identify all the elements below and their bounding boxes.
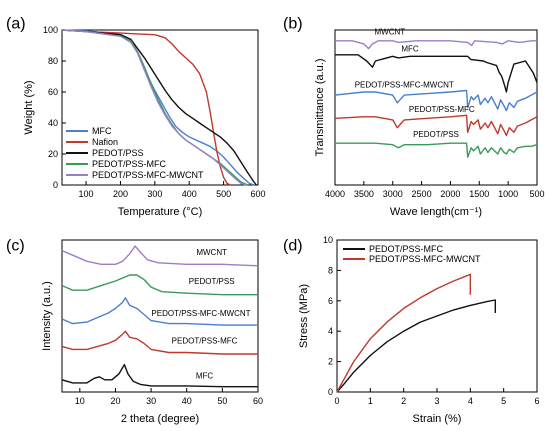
legend-label: Nafion bbox=[92, 137, 118, 147]
plot-frame bbox=[61, 29, 259, 186]
x-tick-label: 500 bbox=[529, 189, 544, 199]
x-tick-label: 300 bbox=[147, 189, 162, 199]
curve-label: PEDOT/PSS-MFC-MWCNT bbox=[355, 80, 454, 89]
x-axis-label: Wave length(cm⁻¹) bbox=[390, 206, 482, 218]
x-tick-label: 50 bbox=[217, 396, 227, 406]
series-line-2 bbox=[61, 297, 258, 326]
x-tick-label: 100 bbox=[79, 189, 94, 199]
series-line-3 bbox=[334, 114, 538, 137]
x-tick-label: 500 bbox=[216, 189, 231, 199]
y-axis-label: Transmittance (a.u.) bbox=[314, 58, 326, 156]
plot-frame bbox=[61, 239, 259, 393]
x-tick-label: 3500 bbox=[354, 189, 374, 199]
curve-label: MWCNT bbox=[196, 248, 227, 257]
x-tick-label: 0 bbox=[334, 396, 339, 406]
y-tick-label: 40 bbox=[48, 118, 58, 128]
curve-label: PEDOT/PSS-MFC bbox=[409, 105, 475, 114]
panel-3: (d) 0 1 2 3 4 5 6 0 2 4 6 8 10 Strain (%) Stress (MPa) P… bbox=[283, 235, 540, 425]
x-tick-label: 400 bbox=[182, 189, 197, 199]
legend-label: PEDOT/PSS-MFC-MWCNT bbox=[369, 254, 481, 264]
x-tick-label: 20 bbox=[110, 396, 120, 406]
series-line-2 bbox=[61, 29, 257, 186]
x-axis-label: Temperature (°C) bbox=[118, 206, 202, 218]
x-tick-label: 10 bbox=[75, 396, 85, 406]
x-tick-label: 1500 bbox=[469, 189, 489, 199]
curve-label: MWCNT bbox=[375, 28, 406, 37]
legend-label: PEDOT/PSS-MFC bbox=[369, 244, 444, 254]
x-tick-label: 3000 bbox=[383, 189, 403, 199]
series-line-4 bbox=[61, 29, 247, 186]
x-tick-label: 30 bbox=[146, 396, 156, 406]
x-tick-label: 200 bbox=[113, 189, 128, 199]
panel-2: (c) 10 20 30 40 50 60 2 theta (degree) Intensity… bbox=[6, 237, 263, 425]
legend-label: PEDOT/PSS bbox=[92, 148, 144, 158]
x-tick-label: 6 bbox=[534, 396, 539, 406]
series-line-1 bbox=[335, 54, 538, 93]
x-tick-label: 1 bbox=[368, 396, 373, 406]
x-tick-label: 3 bbox=[434, 396, 439, 406]
curve-label: MFC bbox=[401, 45, 419, 54]
panel-1: (b) 4000 3500 3000 2500 2000 1500 1000 500 Wave l… bbox=[283, 15, 545, 218]
x-axis-label: 2 theta (degree) bbox=[121, 413, 199, 425]
y-tick-label: 80 bbox=[48, 56, 58, 66]
series-line-1 bbox=[336, 273, 471, 393]
y-tick-label: 8 bbox=[328, 265, 333, 275]
curve-label: PEDOT/PSS-MFC bbox=[172, 336, 238, 345]
x-tick-label: 4000 bbox=[325, 189, 345, 199]
y-tick-label: 2 bbox=[328, 357, 333, 367]
y-tick-label: 10 bbox=[323, 235, 333, 245]
series-line-4 bbox=[335, 142, 538, 158]
curve-label: PEDOT/PSS-MFC-MWCNT bbox=[151, 309, 250, 318]
y-tick-label: 6 bbox=[328, 296, 333, 306]
legend-label: MFC bbox=[92, 126, 112, 136]
curve-label: PEDOT/PSS bbox=[189, 277, 235, 286]
y-tick-label: 20 bbox=[48, 149, 58, 159]
series-line-0 bbox=[61, 245, 259, 267]
y-tick-label: 100 bbox=[43, 25, 58, 35]
y-axis-label: Weight (%) bbox=[23, 80, 35, 134]
series-line-1 bbox=[61, 29, 231, 186]
x-tick-label: 2000 bbox=[440, 189, 460, 199]
panel-0: (a) 100 200 300 400 500 600 0 20 40 60 80 100 Tempera… bbox=[6, 15, 266, 218]
x-tick-label: 5 bbox=[501, 396, 506, 406]
x-tick-label: 40 bbox=[182, 396, 192, 406]
panel-label: (b) bbox=[283, 15, 303, 32]
curve-label: MFC bbox=[196, 371, 214, 380]
y-tick-label: 0 bbox=[328, 387, 333, 397]
legend-label: PEDOT/PSS-MFC-MWCNT bbox=[92, 170, 204, 180]
x-tick-label: 2 bbox=[401, 396, 406, 406]
legend-label: PEDOT/PSS-MFC bbox=[92, 159, 167, 169]
x-tick-label: 2500 bbox=[412, 189, 432, 199]
panel-label: (c) bbox=[6, 237, 25, 254]
series-line-1 bbox=[61, 274, 258, 296]
y-tick-label: 60 bbox=[48, 87, 58, 97]
x-tick-label: 600 bbox=[250, 189, 265, 199]
x-tick-label: 60 bbox=[253, 396, 263, 406]
x-tick-label: 4 bbox=[468, 396, 473, 406]
plot-frame bbox=[334, 29, 538, 186]
panel-label: (a) bbox=[6, 15, 26, 32]
curve-label: PEDOT/PSS bbox=[413, 130, 459, 139]
series-line-3 bbox=[61, 330, 258, 355]
series-line-2 bbox=[334, 89, 538, 112]
x-tick-label: 1000 bbox=[498, 189, 518, 199]
x-axis-label: Strain (%) bbox=[413, 413, 462, 425]
y-tick-label: 0 bbox=[53, 180, 58, 190]
series-line-0 bbox=[335, 40, 537, 50]
series-line-4 bbox=[61, 363, 258, 388]
y-axis-label: Intensity (a.u.) bbox=[41, 281, 53, 351]
panel-label: (d) bbox=[283, 237, 303, 254]
series-line-0 bbox=[336, 299, 496, 393]
y-tick-label: 4 bbox=[328, 326, 333, 336]
y-axis-label: Stress (MPa) bbox=[298, 284, 310, 348]
